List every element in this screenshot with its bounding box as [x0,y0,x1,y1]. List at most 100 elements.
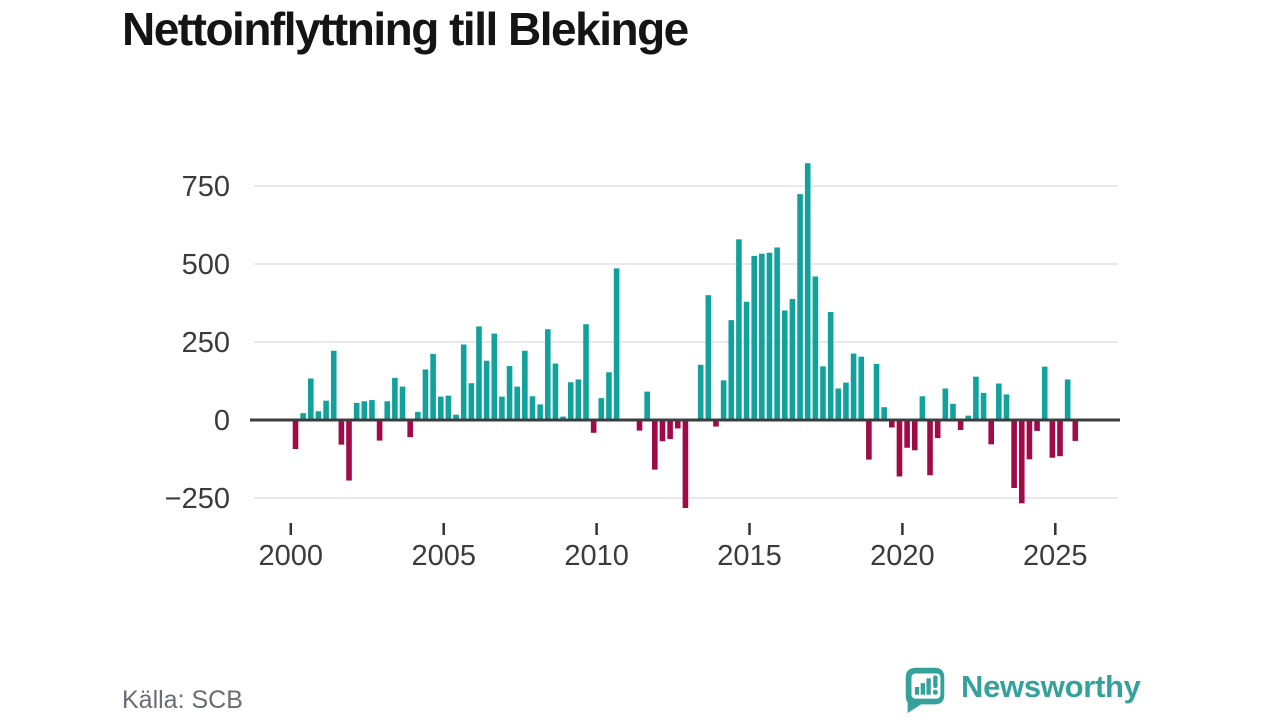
bar-2019-Q1 [873,363,880,420]
bar-2007-Q4 [529,396,536,420]
y-axis-label: 250 [182,327,230,359]
x-axis-label: 2000 [259,540,324,572]
bar-2009-Q2 [575,379,582,420]
bar-2020-Q3 [919,396,926,420]
bar-2018-Q3 [858,356,865,420]
bar-2010-Q2 [606,372,612,420]
bar-2021-Q4 [957,420,964,430]
bar-2002-Q2 [361,401,368,420]
bar-2024-Q4 [1049,420,1056,458]
newsworthy-wordmark: Newsworthy [961,669,1141,704]
mini-bar-1 [914,687,920,695]
bar-2018-Q2 [850,353,857,420]
mini-bar-3 [926,678,931,695]
bar-2004-Q1 [415,411,421,420]
bar-2000-Q4 [315,411,322,420]
x-axis-label: 2025 [1023,540,1088,572]
exclamation-bar [933,675,938,688]
bar-2019-Q4 [896,420,903,477]
bar-2024-Q1 [1026,420,1033,460]
bar-2010-Q3 [613,268,620,420]
bar-2009-Q1 [567,382,574,420]
bar-2018-Q4 [866,420,872,460]
bar-2017-Q2 [820,366,826,420]
exclamation-dot [932,689,938,695]
bar-2021-Q2 [942,388,949,420]
bar-2001-Q1 [323,400,329,420]
bar-2009-Q3 [583,324,589,420]
y-axis-label: 0 [214,405,230,437]
bar-2004-Q4 [437,396,444,420]
bar-2007-Q1 [506,366,513,420]
bar-2003-Q3 [399,386,406,420]
bar-2014-Q2 [728,320,735,420]
bar-2010-Q1 [598,398,605,420]
x-axis-label: 2015 [717,540,782,572]
bar-2022-Q4 [988,420,994,445]
bar-2007-Q3 [522,350,528,420]
bar-2000-Q3 [307,378,314,420]
bar-2025-Q3 [1072,420,1079,441]
bar-2025-Q1 [1057,420,1063,457]
bar-2011-Q4 [652,420,658,470]
bar-2002-Q4 [376,420,383,441]
bar-2016-Q2 [789,298,796,420]
bar-2013-Q3 [705,295,712,420]
bar-2013-Q2 [697,364,704,420]
bar-2011-Q2 [636,420,643,431]
bar-2006-Q3 [491,333,498,420]
y-axis-label: 750 [182,171,230,203]
bar-2015-Q4 [774,247,780,420]
chart-title: Nettoinflyttning till Blekinge [122,3,689,55]
bar-2017-Q3 [827,312,834,420]
bar-2003-Q2 [392,377,398,420]
x-tick [289,523,293,535]
bar-2003-Q4 [407,420,413,438]
bar-2009-Q4 [590,420,597,433]
bar-2019-Q3 [889,420,895,428]
bar-2008-Q1 [537,404,543,420]
bar-2016-Q4 [804,163,811,420]
bar-2006-Q2 [483,360,490,420]
bar-2000-Q2 [300,413,306,420]
bar-2017-Q4 [835,388,842,420]
gridline [254,185,1118,187]
bar-2001-Q2 [330,350,337,420]
bar-2025-Q2 [1064,379,1071,420]
bar-2012-Q2 [667,420,673,440]
bar-2002-Q3 [369,400,375,420]
bar-2016-Q1 [781,310,788,420]
mini-bar-2 [920,683,925,695]
newsworthy-icon [905,667,945,714]
y-axis-label: 500 [182,249,230,281]
bar-2000-Q1 [292,420,299,450]
bar-2014-Q4 [743,301,750,420]
bar-2020-Q2 [911,420,918,451]
x-axis-label: 2010 [564,540,629,572]
bar-2020-Q1 [904,420,910,448]
bar-2008-Q2 [544,329,551,420]
bar-2019-Q2 [881,407,887,420]
bar-2005-Q4 [468,383,475,420]
bar-2024-Q3 [1041,366,1048,420]
bar-2017-Q1 [812,276,819,420]
newsworthy-logo: Newsworthy [898,660,1141,714]
x-tick [901,523,904,535]
x-axis-label: 2020 [870,540,935,572]
bar-2014-Q3 [736,239,742,420]
x-tick [1054,523,1057,535]
bar-2004-Q2 [422,369,429,420]
source-note: Källa: SCB [122,686,243,714]
bar-2023-Q2 [1003,394,1010,420]
bar-2013-Q4 [713,420,719,427]
bar-2006-Q4 [499,396,505,420]
bar-2023-Q1 [996,383,1002,420]
x-axis-label: 2005 [411,540,476,572]
bar-2023-Q3 [1011,420,1017,489]
bar-2004-Q3 [430,353,436,420]
bar-2022-Q1 [965,415,972,420]
bar-2023-Q4 [1018,420,1025,504]
bar-2001-Q4 [346,420,352,481]
gridline [254,341,1118,343]
